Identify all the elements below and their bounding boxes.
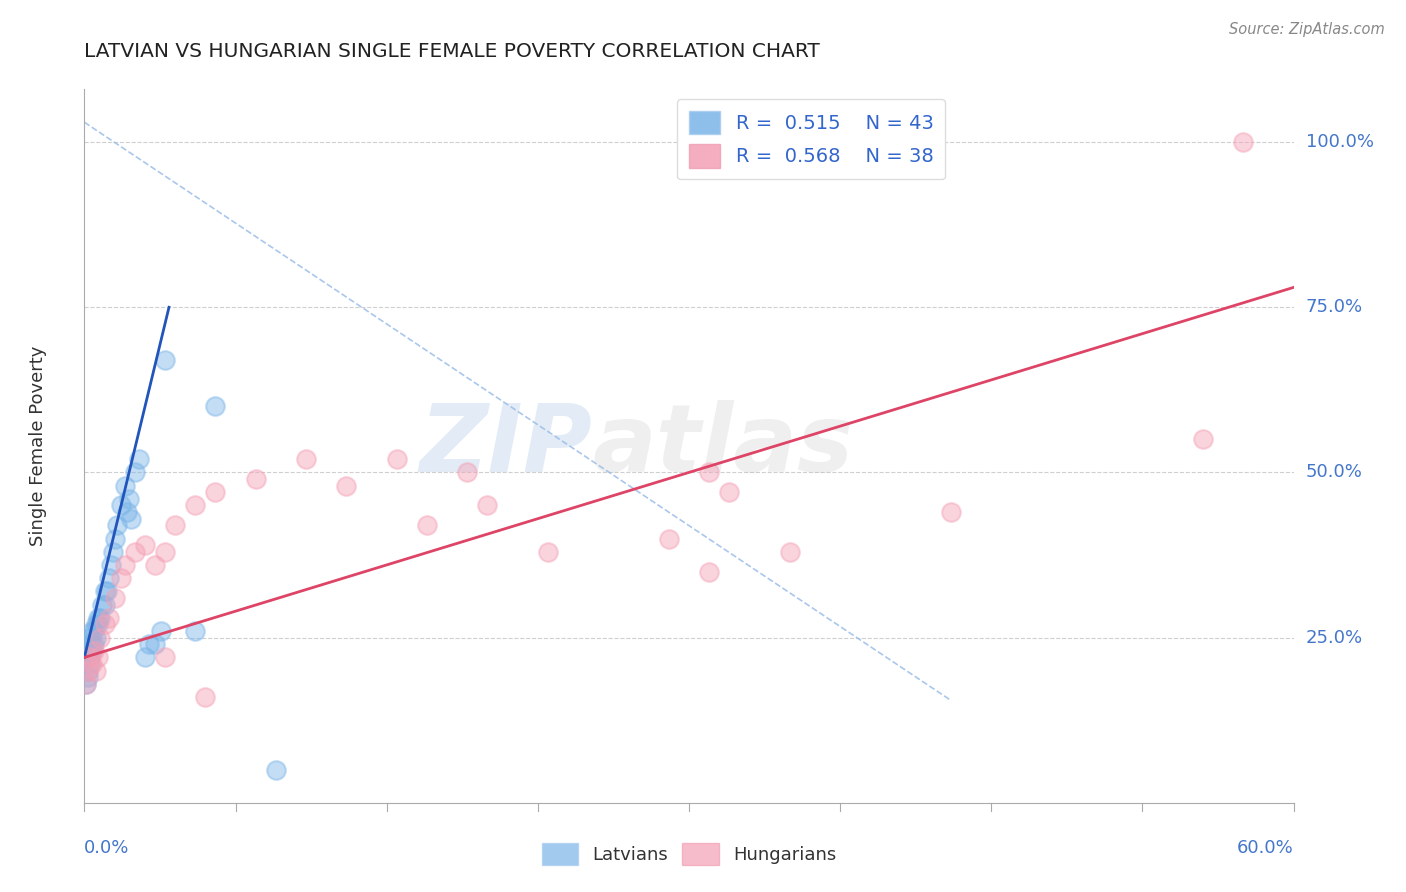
Point — [264, 763, 287, 777]
Text: 100.0%: 100.0% — [1306, 133, 1374, 151]
Point — [101, 545, 124, 559]
Point — [82, 637, 104, 651]
Point — [1232, 135, 1254, 149]
Point — [153, 353, 176, 368]
Point — [456, 466, 478, 480]
Point — [115, 505, 138, 519]
Point — [153, 650, 176, 665]
Point — [77, 670, 100, 684]
Text: ZIP: ZIP — [419, 400, 592, 492]
Point — [89, 631, 111, 645]
Point — [149, 624, 172, 638]
Point — [96, 584, 118, 599]
Point — [204, 400, 226, 414]
Point — [105, 518, 128, 533]
Point — [335, 478, 357, 492]
Point — [77, 644, 100, 658]
Point — [114, 558, 136, 572]
Point — [79, 631, 101, 645]
Point — [697, 565, 720, 579]
Text: LATVIAN VS HUNGARIAN SINGLE FEMALE POVERTY CORRELATION CHART: LATVIAN VS HUNGARIAN SINGLE FEMALE POVER… — [84, 42, 820, 61]
Point — [93, 584, 115, 599]
Point — [77, 664, 100, 678]
Point — [79, 657, 101, 671]
Point — [134, 650, 156, 665]
Point — [416, 518, 439, 533]
Point — [75, 677, 97, 691]
Point — [86, 617, 108, 632]
Point — [245, 472, 267, 486]
Point — [77, 664, 100, 678]
Text: 60.0%: 60.0% — [1237, 839, 1294, 857]
Point — [93, 598, 115, 612]
Point — [128, 452, 150, 467]
Point — [779, 545, 801, 559]
Point — [295, 452, 318, 467]
Point — [120, 511, 142, 525]
Point — [91, 598, 114, 612]
Point — [83, 624, 105, 638]
Point — [75, 677, 97, 691]
Point — [718, 485, 741, 500]
Point — [83, 637, 105, 651]
Point — [110, 571, 132, 585]
Point — [124, 545, 146, 559]
Point — [385, 452, 408, 467]
Point — [143, 558, 166, 572]
Legend: Latvians, Hungarians: Latvians, Hungarians — [534, 836, 844, 872]
Point — [104, 532, 127, 546]
Point — [89, 611, 111, 625]
Text: 25.0%: 25.0% — [1306, 629, 1362, 647]
Point — [194, 690, 217, 704]
Point — [204, 485, 226, 500]
Point — [114, 478, 136, 492]
Point — [79, 650, 101, 665]
Point — [537, 545, 560, 559]
Text: 75.0%: 75.0% — [1306, 298, 1362, 317]
Point — [77, 650, 100, 665]
Point — [658, 532, 681, 546]
Text: 0.0%: 0.0% — [84, 839, 129, 857]
Text: 50.0%: 50.0% — [1306, 464, 1362, 482]
Text: atlas: atlas — [592, 400, 853, 492]
Point — [100, 558, 122, 572]
Point — [86, 631, 108, 645]
Point — [697, 466, 720, 480]
Point — [939, 505, 962, 519]
Point — [165, 518, 187, 533]
Point — [153, 545, 176, 559]
Point — [87, 617, 110, 632]
Point — [93, 617, 115, 632]
Point — [82, 644, 104, 658]
Point — [83, 644, 105, 658]
Point — [79, 637, 101, 651]
Point — [134, 538, 156, 552]
Point — [124, 466, 146, 480]
Point — [143, 637, 166, 651]
Point — [82, 624, 104, 638]
Point — [82, 657, 104, 671]
Point — [184, 624, 207, 638]
Text: Source: ZipAtlas.com: Source: ZipAtlas.com — [1229, 22, 1385, 37]
Point — [87, 611, 110, 625]
Point — [110, 499, 132, 513]
Point — [1192, 433, 1215, 447]
Point — [79, 650, 101, 665]
Point — [87, 650, 110, 665]
Point — [97, 611, 120, 625]
Point — [86, 664, 108, 678]
Point — [97, 571, 120, 585]
Point — [184, 499, 207, 513]
Point — [477, 499, 499, 513]
Point — [118, 491, 141, 506]
Point — [138, 637, 160, 651]
Text: Single Female Poverty: Single Female Poverty — [30, 346, 48, 546]
Point — [104, 591, 127, 605]
